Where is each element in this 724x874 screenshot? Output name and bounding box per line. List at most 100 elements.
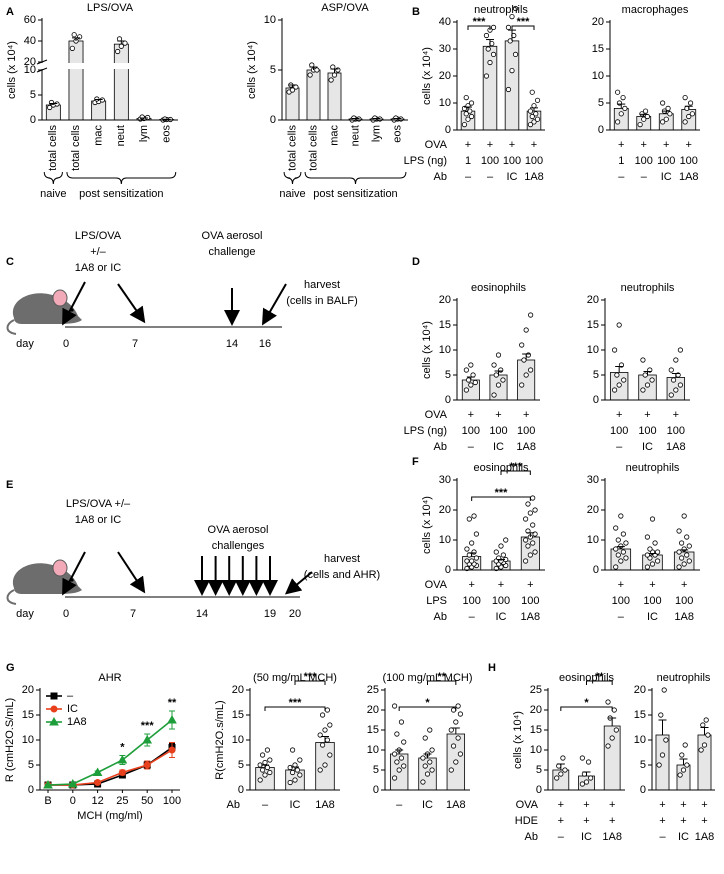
data-point <box>503 537 509 543</box>
timeline-axis-label: day <box>16 608 34 620</box>
chart-title: ASP/OVA <box>321 2 369 14</box>
data-point <box>649 377 655 383</box>
timeline-annotation: 1A8 or IC <box>75 262 122 274</box>
data-point <box>519 342 525 348</box>
error-bar <box>140 117 148 119</box>
marker <box>94 779 102 786</box>
row-cell: 100 <box>635 155 653 167</box>
data-point <box>453 759 459 765</box>
data-point <box>663 737 669 743</box>
data-point <box>655 549 661 555</box>
day-label: 14 <box>226 338 238 350</box>
timeline-annotation: harvest <box>304 279 340 291</box>
error-bar <box>451 727 460 734</box>
y-tick-label: 10 <box>264 14 276 26</box>
y-tick-label: 10 <box>439 344 451 356</box>
error-bar <box>464 106 472 112</box>
data-point <box>677 347 684 353</box>
row-cell: 100 <box>489 425 507 437</box>
y-tick-label: 5 <box>238 759 244 771</box>
data-point <box>681 561 687 567</box>
y-tick-label: 5 <box>598 97 604 109</box>
data-point <box>676 549 682 555</box>
y-tick-label: 0 <box>640 784 646 796</box>
data-point <box>523 558 529 564</box>
timeline-annotation: 1A8 or IC <box>75 514 122 526</box>
timeline-axis-label: day <box>16 338 34 350</box>
panel-letter: F <box>412 456 419 468</box>
significance-bracket <box>467 25 491 30</box>
timeline-annotation: (cells in BALF) <box>286 295 358 307</box>
data-point <box>579 781 585 787</box>
chart-title: neutrophils <box>621 282 675 294</box>
significance-bracket <box>471 496 531 501</box>
data-point <box>473 555 479 561</box>
data-point <box>519 382 525 388</box>
data-point <box>422 735 428 741</box>
data-point <box>453 719 459 725</box>
x-tick-label: eos <box>391 125 403 143</box>
data-point <box>512 5 519 12</box>
data-point <box>47 104 53 111</box>
error-bar <box>117 40 126 45</box>
data-point <box>687 100 694 106</box>
data-point <box>523 372 529 378</box>
timeline-annotation: LPS/OVA <box>75 230 122 242</box>
y-tick-label: 15 <box>634 709 646 721</box>
error-bar <box>526 532 535 537</box>
data-point <box>262 759 268 766</box>
row-cell: IC <box>496 611 507 623</box>
row-label: LPS (ng) <box>404 425 447 437</box>
row-cell: 1A8 <box>521 611 541 623</box>
data-point <box>686 113 692 120</box>
error-bar <box>608 717 617 726</box>
significance-bracket <box>511 25 535 30</box>
data-point <box>681 513 687 519</box>
data-point <box>391 703 398 709</box>
data-point <box>327 722 333 728</box>
y-axis-label: R(cmH2O.s/mL) <box>214 700 226 779</box>
y-tick-label: 40 <box>24 35 36 47</box>
row-cell: + <box>673 409 679 421</box>
significance-label: *** <box>509 461 523 473</box>
error-bar <box>582 771 591 776</box>
row-cell: 1A8 <box>695 831 715 843</box>
day-label: 7 <box>132 338 138 350</box>
data-point <box>684 534 690 540</box>
significance-label: *** <box>517 16 531 28</box>
data-point <box>647 546 653 552</box>
row-label: Ab <box>434 171 447 183</box>
data-point <box>644 113 650 120</box>
row-cell: IC <box>507 171 518 183</box>
data-point <box>698 747 704 753</box>
y-tick-label: 0 <box>373 784 379 796</box>
data-point <box>319 712 326 718</box>
data-point <box>427 759 433 765</box>
error-bar <box>393 118 402 119</box>
data-point <box>652 540 658 546</box>
data-point <box>527 552 533 558</box>
chart-title: neutrophils <box>474 4 528 16</box>
data-point <box>463 387 469 393</box>
x-tick-label: eos <box>161 125 173 143</box>
row-cell: – <box>468 441 475 453</box>
data-point <box>398 719 405 725</box>
data-point <box>262 772 268 778</box>
data-point <box>642 108 649 114</box>
row-label: OVA <box>516 799 539 811</box>
data-point <box>422 763 428 769</box>
data-point <box>457 711 464 717</box>
day-label: 0 <box>63 608 69 620</box>
data-point <box>686 543 692 549</box>
data-point <box>588 775 594 781</box>
significance-bracket <box>586 680 613 685</box>
y-tick-label: 5 <box>373 764 379 776</box>
data-point <box>466 377 472 383</box>
data-point <box>523 327 529 333</box>
data-point <box>613 727 619 733</box>
row-cell: + <box>523 409 529 421</box>
arrow <box>62 551 86 596</box>
data-point <box>500 552 506 558</box>
arrow <box>117 283 146 324</box>
